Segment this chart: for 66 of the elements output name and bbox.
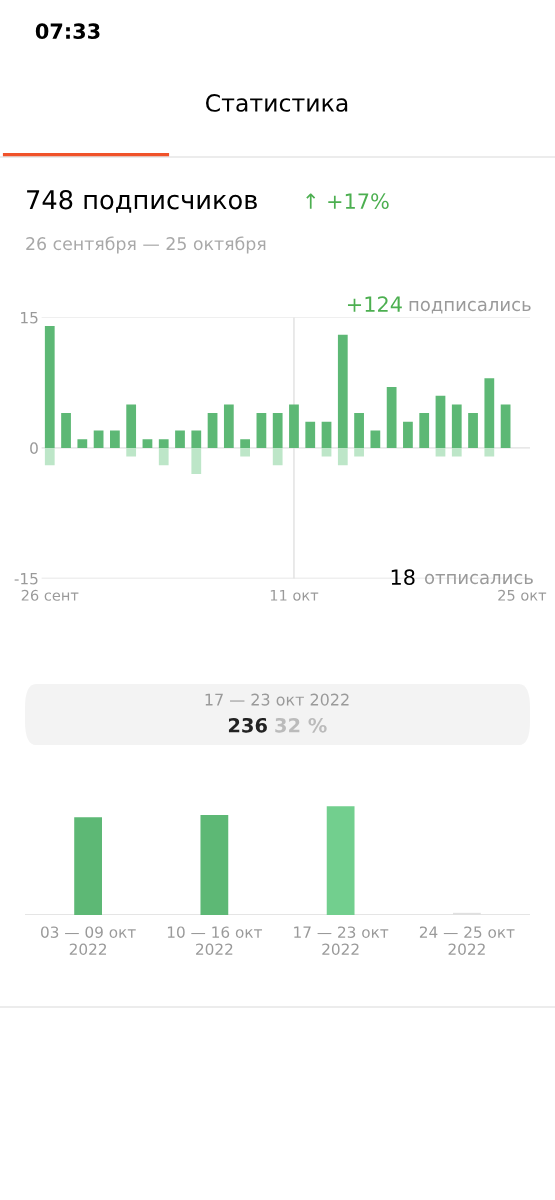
bar bbox=[435, 447, 446, 457]
x-tick-label: 25 окт bbox=[498, 589, 547, 601]
bar bbox=[77, 439, 88, 448]
bar bbox=[354, 413, 364, 448]
bar bbox=[419, 413, 430, 448]
bar bbox=[500, 404, 511, 448]
bar bbox=[200, 815, 229, 915]
y-tick-label: 15 bbox=[21, 312, 38, 324]
bar bbox=[337, 447, 348, 466]
text: 17 — 23 окт 2022 bbox=[205, 693, 349, 706]
bar bbox=[158, 447, 169, 466]
x-tick-label: 03 — 09 окт 2022 bbox=[41, 926, 136, 956]
bar bbox=[354, 447, 364, 457]
bar bbox=[110, 430, 120, 448]
bar bbox=[191, 430, 202, 448]
bar bbox=[321, 447, 332, 457]
bar bbox=[93, 430, 104, 448]
bar bbox=[240, 439, 251, 448]
x-tick-label: 10 — 16 окт 2022 bbox=[167, 926, 263, 956]
annotation: 18 bbox=[391, 569, 415, 586]
bar bbox=[142, 439, 153, 448]
bar bbox=[256, 413, 267, 448]
text: 236 bbox=[228, 717, 267, 733]
x-tick-label: 24 — 25 окт 2022 bbox=[419, 926, 515, 956]
bar bbox=[451, 404, 462, 448]
bar bbox=[223, 404, 234, 448]
y-tick-label: -15 bbox=[14, 573, 38, 585]
bar bbox=[126, 404, 137, 448]
text: Статистика bbox=[206, 93, 348, 112]
bar bbox=[386, 387, 397, 448]
bar bbox=[272, 413, 283, 448]
bar bbox=[61, 413, 71, 448]
bar bbox=[44, 326, 55, 448]
bar bbox=[240, 447, 251, 457]
bar bbox=[468, 413, 478, 448]
bar bbox=[272, 447, 283, 466]
bar bbox=[191, 447, 202, 474]
x-tick-label: 26 сент bbox=[21, 589, 79, 601]
x-tick-label: 17 — 23 окт 2022 bbox=[294, 926, 389, 956]
x-tick-label: 11 окт bbox=[270, 589, 319, 601]
bar bbox=[126, 447, 137, 457]
bar bbox=[484, 378, 495, 448]
bar bbox=[305, 421, 316, 448]
bar bbox=[451, 447, 462, 457]
bar bbox=[403, 421, 413, 448]
text: 07:33 bbox=[35, 23, 100, 40]
y-tick-label: 0 bbox=[30, 442, 38, 454]
bar bbox=[337, 334, 348, 448]
chart-subtitle: 26 сентября — 25 октября bbox=[26, 236, 266, 254]
bar bbox=[484, 447, 495, 457]
bar bbox=[175, 430, 185, 448]
text: подписались bbox=[409, 300, 531, 314]
text: +124 bbox=[347, 296, 402, 312]
bar bbox=[207, 413, 218, 448]
annotation: отписались bbox=[425, 573, 533, 585]
text: 32 % bbox=[275, 717, 327, 733]
bar bbox=[289, 404, 299, 448]
bar bbox=[326, 806, 355, 915]
text: ↑ +17% bbox=[306, 193, 389, 210]
bar bbox=[435, 395, 446, 448]
bar bbox=[158, 439, 169, 448]
bar bbox=[74, 817, 102, 915]
bar bbox=[321, 421, 332, 448]
bar bbox=[44, 447, 55, 466]
chart-title: 748 подписчиков bbox=[27, 190, 257, 213]
bar bbox=[370, 430, 381, 448]
